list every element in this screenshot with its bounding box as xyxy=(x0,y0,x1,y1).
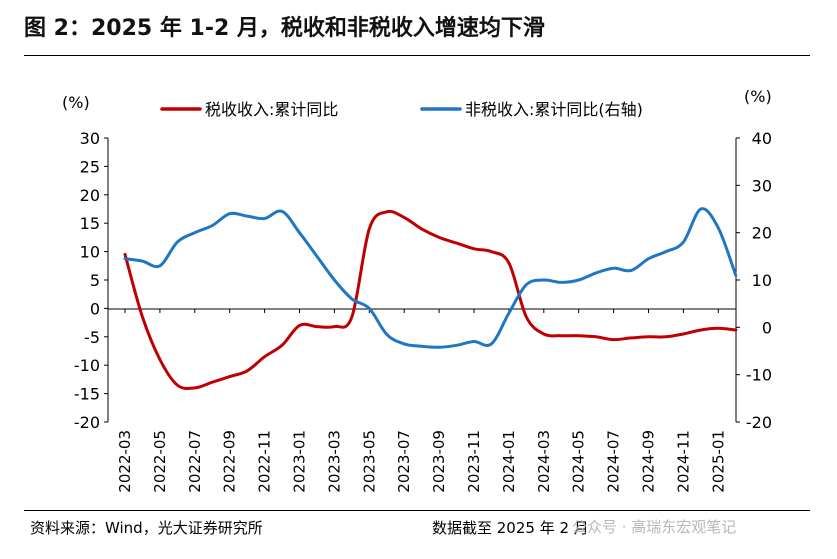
title-rule xyxy=(24,55,810,56)
x-tick-label: 2024-03 xyxy=(535,430,553,493)
x-tick-label: 2022-05 xyxy=(151,430,169,493)
chart-lines xyxy=(123,207,738,390)
right-tick-label: 20 xyxy=(752,224,772,243)
left-tick-label: 0 xyxy=(90,299,100,318)
left-tick-label: 20 xyxy=(80,186,100,205)
x-tick-label: 2024-05 xyxy=(570,430,588,493)
legend-item-tax-label: 税收收入:累计同比 xyxy=(205,100,338,119)
x-tick-label: 2023-09 xyxy=(430,430,448,493)
left-tick-label: -10 xyxy=(74,356,100,375)
x-tick-label: 2023-07 xyxy=(395,430,413,493)
left-tick-label: 25 xyxy=(80,157,100,176)
right-axis-unit: (%) xyxy=(744,87,772,106)
left-tick-label: 5 xyxy=(90,271,100,290)
x-tick-label: 2022-03 xyxy=(116,430,134,493)
left-tick-label: -5 xyxy=(84,328,100,347)
legend-item-nontax-label: 非税收入:累计同比(右轴) xyxy=(465,100,643,119)
x-tick-label: 2022-09 xyxy=(221,430,239,493)
right-tick-label: 0 xyxy=(762,318,772,337)
left-tick-label: 10 xyxy=(80,243,100,262)
source-note: 资料来源：Wind，光大证券研究所 xyxy=(30,519,263,537)
x-tick-label: 2023-03 xyxy=(325,430,343,493)
x-tick-label: 2024-01 xyxy=(500,430,518,493)
x-tick-label: 2025-01 xyxy=(709,430,727,493)
right-tick-label: -10 xyxy=(746,366,772,385)
left-axis-unit: (%) xyxy=(62,93,90,112)
right-tick-label: -20 xyxy=(746,413,772,432)
tax-revenue-line xyxy=(123,209,738,390)
left-tick-label: 15 xyxy=(80,214,100,233)
footer-rule xyxy=(24,510,810,511)
x-tick-label: 2023-05 xyxy=(360,430,378,493)
right-tick-label: 10 xyxy=(752,271,772,290)
left-tick-label: -15 xyxy=(74,385,100,404)
left-tick-label: -20 xyxy=(74,413,100,432)
page-title: 图 2：2025 年 1-2 月，税收和非税收入增速均下滑 xyxy=(24,16,545,41)
nontax-revenue-line xyxy=(123,207,738,349)
right-tick-label: 30 xyxy=(752,176,772,195)
chart-axes: 30 25 20 15 10 5 0 -5 -10 -15 -20 40 30 20 10 0 -10 -20 (%… xyxy=(62,87,772,493)
left-tick-label: 30 xyxy=(80,129,100,148)
x-tick-label: 2023-01 xyxy=(291,430,309,493)
x-tick-label: 2023-11 xyxy=(465,430,483,493)
x-tick-label: 2022-07 xyxy=(186,430,204,493)
x-tick-label: 2024-09 xyxy=(640,430,658,493)
x-tick-label: 2024-07 xyxy=(605,430,623,493)
watermark-text: 公众号 · 高瑞东宏观笔记 xyxy=(572,518,737,536)
data-cutoff-note: 数据截至 2025 年 2 月 xyxy=(432,519,589,537)
chart-legend: 税收收入:累计同比 非税收入:累计同比(右轴) xyxy=(160,100,643,119)
x-tick-label: 2024-11 xyxy=(674,430,692,493)
x-tick-label: 2022-11 xyxy=(256,430,274,493)
right-tick-label: 40 xyxy=(752,129,772,148)
